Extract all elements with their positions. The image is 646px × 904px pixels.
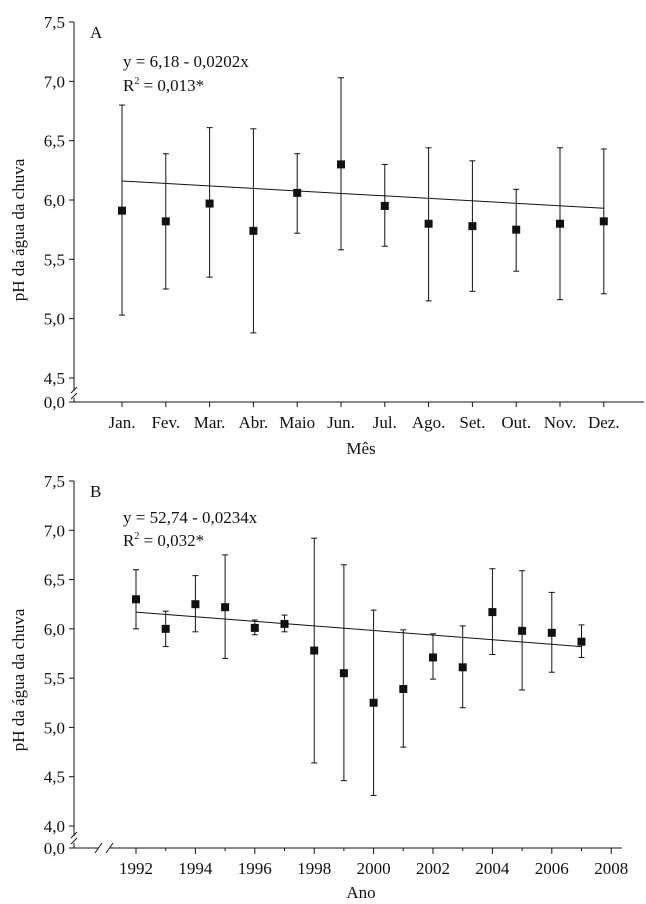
panel-a-y-tick-label: 7,5	[44, 13, 65, 32]
panel-b-data-point	[429, 653, 437, 662]
panel-a-y-tick-label: 4,5	[44, 369, 65, 388]
panel-b-data-point	[221, 603, 230, 612]
panel-a-data-point	[293, 188, 302, 197]
panel-b-data-point	[191, 600, 200, 609]
panel-b-y-tick-label: 5,0	[44, 718, 65, 737]
panel-b-y-tick-label: 6,5	[44, 571, 65, 590]
panel-b-data-point	[369, 698, 378, 707]
panel-b-data-point	[161, 624, 170, 633]
panel-a-x-tick-label: Abr.	[239, 413, 269, 432]
panel-a-x-tick-label: Jan.	[109, 413, 136, 432]
panel-b-y-break-mark-2	[70, 837, 78, 845]
panel-b-y-axis-title: pH da água da chuva	[9, 608, 28, 751]
panel-a-data-point	[337, 160, 345, 169]
panel-a-x-axis-title: Mês	[346, 439, 375, 458]
panel-b-x-tick-label: 2002	[416, 859, 450, 878]
panel-b-data-point	[518, 626, 527, 635]
panel-a: A y = 6,18 - 0,0202x R2 = 0,013* pH da á…	[9, 13, 644, 458]
panel-a-data-point	[161, 217, 170, 226]
panel-a-x-tick-label: Maio	[279, 413, 315, 432]
panel-a-r2-value: = 0,013*	[139, 76, 204, 95]
panel-b-data-point	[310, 646, 319, 655]
panel-a-r2-exp: 2	[134, 76, 139, 87]
panel-b-x-tick-label: 1994	[178, 859, 213, 878]
panel-a-x-tick-label: Ago.	[412, 413, 446, 432]
panel-a-data-point	[118, 206, 126, 215]
panel-a-data-point	[205, 199, 214, 208]
panel-b-r2-label: R	[123, 531, 135, 550]
panel-b-y-tick-label: 4,0	[44, 817, 65, 836]
panel-b-x-break-mark-1	[94, 842, 103, 854]
panel-a-y-tick-label: 6,0	[44, 191, 65, 210]
panel-b-data-point	[488, 608, 497, 617]
panel-a-y-break-mark-1	[70, 386, 78, 394]
panel-a-y-break-mark-2	[70, 392, 78, 400]
panel-a-x-tick-label: Set.	[459, 413, 485, 432]
panel-a-r2-label: R	[123, 76, 135, 95]
panel-b-x-break-mark-2	[105, 842, 114, 854]
panel-a-x-tick-label: Dez.	[588, 413, 620, 432]
panel-a-y-tick-label: 6,5	[44, 132, 65, 151]
panel-b-data-point	[547, 628, 556, 637]
panel-b-data-point	[458, 663, 467, 672]
panel-b-y-break-mark-1	[70, 831, 78, 839]
panel-b-x-tick-label: 1998	[297, 859, 331, 878]
panel-a-label: A	[90, 23, 103, 42]
panel-b-y-tick-label: 0,0	[44, 839, 65, 858]
panel-a-x-tick-label: Jul.	[373, 413, 397, 432]
panel-a-data-point	[249, 226, 258, 235]
panel-a-x-tick-label: Out.	[501, 413, 531, 432]
panel-b-x-tick-label: 2004	[475, 859, 510, 878]
panel-a-data-point	[599, 217, 608, 226]
panel-b-y-tick-label: 6,0	[44, 620, 65, 639]
panel-a-trend-line	[121, 180, 604, 209]
panel-a-x-tick-label: Mar.	[194, 413, 226, 432]
panel-a-equation: y = 6,18 - 0,0202x	[123, 52, 249, 71]
panel-a-r2: R2 = 0,013*	[123, 76, 204, 95]
panel-b-r2-value: = 0,032*	[139, 531, 204, 550]
panel-a-data-point	[424, 219, 433, 228]
panel-a-x-tick-label: Jun.	[327, 413, 355, 432]
panel-a-y-tick-label: 7,0	[44, 72, 65, 91]
panel-b-y-tick-label: 7,0	[44, 521, 65, 540]
panel-b-label: B	[90, 482, 101, 501]
panel-b-data-point	[339, 669, 348, 678]
panel-b-r2: R2 = 0,032*	[123, 531, 204, 550]
panel-b-y-tick-label: 7,5	[44, 472, 65, 491]
panel-b-trend-line	[135, 611, 582, 648]
panel-b-x-tick-label: 2006	[535, 859, 569, 878]
panel-b-data-point	[250, 623, 259, 632]
panel-a-x-tick-label: Nov.	[544, 413, 576, 432]
panel-a-data-point	[468, 222, 477, 231]
panel-b-x-tick-label: 1996	[238, 859, 272, 878]
panel-a-data-point	[556, 219, 564, 228]
panel-a-y-tick-label: 0,0	[44, 393, 65, 412]
panel-b-equation: y = 52,74 - 0,0234x	[123, 508, 258, 527]
panel-b-data-point	[132, 595, 140, 604]
panel-b-x-axis-title: Ano	[346, 883, 375, 902]
panel-b-x-tick-label: 2000	[357, 859, 391, 878]
panel-a-y-tick-label: 5,0	[44, 310, 65, 329]
panel-a-y-axis-title: pH da água da chuva	[9, 158, 28, 301]
panel-b-x-tick-label: 2008	[594, 859, 628, 878]
panel-b-x-tick-label: 1992	[119, 859, 153, 878]
panel-b-data-point	[399, 684, 408, 693]
panel-a-data-point	[512, 225, 521, 234]
panel-a-x-tick-label: Fev.	[151, 413, 180, 432]
panel-b-r2-exp: 2	[134, 531, 139, 542]
panel-a-y-tick-label: 5,5	[44, 250, 65, 269]
panel-b-data-point	[577, 637, 586, 646]
panel-b-data-point	[280, 619, 289, 628]
panel-b-y-tick-label: 4,5	[44, 768, 65, 787]
panel-b: B y = 52,74 - 0,0234x R2 = 0,032* pH da …	[9, 472, 628, 902]
panel-b-y-tick-label: 5,5	[44, 669, 65, 688]
panel-a-data-point	[380, 201, 389, 210]
